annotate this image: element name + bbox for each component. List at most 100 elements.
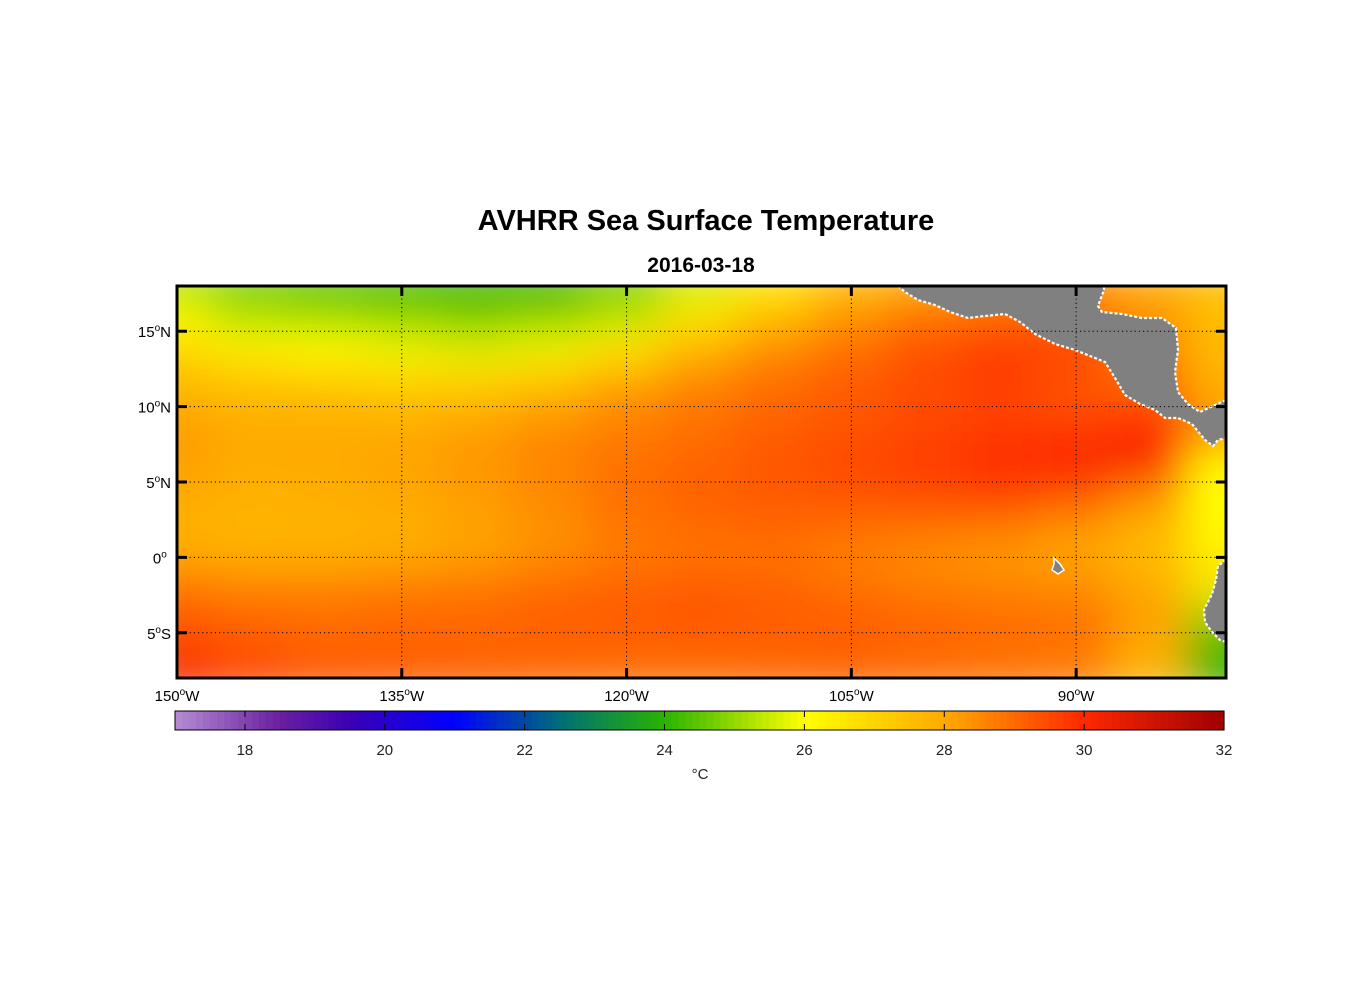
colorbar-segment bbox=[475, 711, 484, 730]
sst-cell bbox=[212, 570, 292, 605]
lat-tick-label: 5oN bbox=[146, 474, 171, 492]
colorbar-segment bbox=[839, 711, 847, 730]
sst-cell bbox=[1186, 660, 1226, 678]
sst-cell bbox=[287, 449, 367, 484]
colorbar-segment bbox=[594, 711, 603, 730]
colorbar-segment bbox=[1105, 711, 1113, 730]
colorbar-segment bbox=[1133, 711, 1141, 730]
colorbar-segment bbox=[636, 711, 645, 730]
colorbar-segment bbox=[769, 711, 778, 730]
colorbar-segment bbox=[307, 711, 316, 730]
sst-cell bbox=[437, 660, 517, 678]
colorbar-segment bbox=[1154, 711, 1162, 730]
sst-cell bbox=[961, 480, 1041, 515]
colorbar-segment bbox=[244, 711, 253, 730]
colorbar-segment bbox=[293, 711, 302, 730]
sst-cell bbox=[212, 449, 292, 484]
sst-cell bbox=[587, 359, 667, 394]
colorbar-segment bbox=[944, 711, 952, 730]
colorbar-segment bbox=[622, 711, 631, 730]
sst-cell bbox=[512, 299, 592, 334]
colorbar-segment bbox=[202, 711, 211, 730]
colorbar-segment bbox=[405, 711, 414, 730]
colorbar-segment bbox=[902, 711, 910, 730]
colorbar-segment bbox=[615, 711, 624, 730]
sst-cell bbox=[662, 540, 741, 575]
colorbar-segment bbox=[832, 711, 840, 730]
land-south-america bbox=[1202, 558, 1226, 644]
sst-cell bbox=[886, 480, 966, 515]
colorbar-segment bbox=[1119, 711, 1127, 730]
sst-cell bbox=[212, 660, 292, 678]
sst-cell bbox=[512, 329, 592, 364]
lat-tick-label: 0o bbox=[153, 549, 171, 567]
sst-cell bbox=[886, 449, 966, 484]
sst-cell bbox=[886, 660, 966, 678]
colorbar-segment bbox=[846, 711, 854, 730]
sst-cell bbox=[177, 630, 217, 665]
sst-cell bbox=[961, 570, 1041, 605]
colorbar-segment bbox=[510, 711, 519, 730]
colorbar-segment bbox=[1175, 711, 1183, 730]
sst-cell bbox=[961, 630, 1041, 665]
sst-cell bbox=[512, 449, 592, 484]
chart-title: AVHRR Sea Surface Temperature bbox=[477, 205, 935, 237]
sst-cell bbox=[662, 480, 741, 515]
sst-cell bbox=[662, 630, 741, 665]
colorbar-segment bbox=[657, 711, 666, 730]
colorbar-segment bbox=[629, 711, 638, 730]
sst-cell bbox=[177, 299, 217, 334]
colorbar-segment bbox=[860, 711, 868, 730]
sst-cell bbox=[811, 540, 891, 575]
sst-cell bbox=[736, 570, 816, 605]
colorbar-segment bbox=[951, 711, 959, 730]
sst-cell bbox=[662, 329, 741, 364]
sst-cell bbox=[177, 600, 217, 635]
sst-cell bbox=[886, 600, 966, 635]
sst-cell bbox=[437, 630, 517, 665]
colorbar-segment bbox=[489, 711, 498, 730]
graticule bbox=[177, 286, 1226, 678]
lon-tick-label: 120oW bbox=[604, 687, 650, 705]
colorbar-segment bbox=[867, 711, 875, 730]
sst-cell bbox=[512, 419, 592, 454]
colorbar-segment bbox=[552, 711, 561, 730]
sst-cell bbox=[212, 630, 292, 665]
colorbar-segment bbox=[608, 711, 617, 730]
sst-cell bbox=[736, 660, 816, 678]
colorbar-segment bbox=[601, 711, 610, 730]
colorbar-tick-label: 26 bbox=[796, 742, 813, 759]
colorbar-segment bbox=[790, 711, 799, 730]
colorbar-segment bbox=[517, 711, 526, 730]
sst-cell bbox=[1111, 660, 1191, 678]
sst-cell bbox=[212, 480, 292, 515]
sst-cell bbox=[437, 540, 517, 575]
colorbar-segment bbox=[1182, 711, 1190, 730]
colorbar-segment bbox=[818, 711, 826, 730]
sst-cell bbox=[736, 449, 816, 484]
colorbar-segment bbox=[643, 711, 652, 730]
colorbar-segment bbox=[811, 711, 819, 730]
sst-cell bbox=[287, 480, 367, 515]
sst-cell bbox=[1186, 510, 1226, 545]
colorbar-segment bbox=[1091, 711, 1099, 730]
colorbar-segment bbox=[888, 711, 896, 730]
colorbar-segment bbox=[580, 711, 589, 730]
colorbar-segment bbox=[496, 711, 505, 730]
colorbar-segment bbox=[741, 711, 750, 730]
sst-cell bbox=[587, 570, 667, 605]
colorbar-segment bbox=[909, 711, 917, 730]
sst-cell bbox=[1111, 540, 1191, 575]
colorbar-tick-label: 24 bbox=[656, 742, 673, 759]
colorbar-segment bbox=[1196, 711, 1204, 730]
colorbar-segment bbox=[1112, 711, 1120, 730]
colorbar-segment bbox=[853, 711, 861, 730]
sst-cell bbox=[736, 329, 816, 364]
sst-cell bbox=[512, 359, 592, 394]
colorbar-segment bbox=[370, 711, 379, 730]
sst-cell bbox=[437, 419, 517, 454]
colorbar-segment bbox=[286, 711, 295, 730]
colorbar-segment bbox=[384, 711, 393, 730]
sst-cell bbox=[212, 600, 292, 635]
colorbar-segment bbox=[321, 711, 330, 730]
